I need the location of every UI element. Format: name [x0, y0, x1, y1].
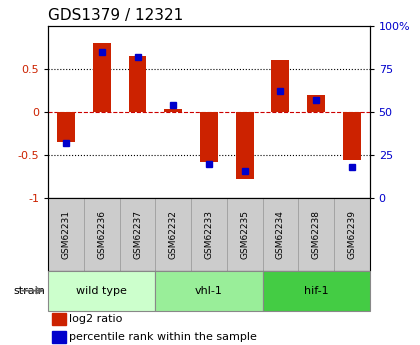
- Text: GSM62233: GSM62233: [205, 210, 213, 259]
- Bar: [334, 198, 370, 271]
- Text: GSM62239: GSM62239: [347, 210, 356, 259]
- Text: strain: strain: [13, 286, 45, 296]
- Text: vhl-1: vhl-1: [195, 286, 223, 296]
- Bar: [120, 198, 155, 271]
- Text: GSM62235: GSM62235: [240, 210, 249, 259]
- Bar: [57, 112, 75, 142]
- Bar: [298, 198, 334, 271]
- Text: log2 ratio: log2 ratio: [69, 314, 123, 324]
- Bar: [93, 43, 111, 112]
- Text: GSM62234: GSM62234: [276, 210, 285, 259]
- Text: GSM62237: GSM62237: [133, 210, 142, 259]
- Bar: [227, 198, 262, 271]
- Text: GSM62232: GSM62232: [169, 210, 178, 259]
- Text: GSM62238: GSM62238: [312, 210, 320, 259]
- Text: wild type: wild type: [76, 286, 127, 296]
- Bar: [262, 198, 298, 271]
- Bar: [191, 198, 227, 271]
- Bar: [164, 109, 182, 112]
- Text: GSM62236: GSM62236: [97, 210, 106, 259]
- Bar: [84, 198, 120, 271]
- Bar: [155, 198, 191, 271]
- Bar: [200, 112, 218, 162]
- Bar: [48, 198, 84, 271]
- Bar: [48, 271, 155, 310]
- Text: GDS1379 / 12321: GDS1379 / 12321: [48, 8, 184, 23]
- Text: percentile rank within the sample: percentile rank within the sample: [69, 333, 257, 342]
- Bar: [129, 56, 147, 112]
- Bar: [271, 60, 289, 112]
- Bar: [155, 271, 262, 310]
- Bar: [262, 271, 370, 310]
- Bar: [343, 112, 361, 160]
- Bar: [52, 331, 66, 343]
- Bar: [52, 313, 66, 325]
- Text: hif-1: hif-1: [304, 286, 328, 296]
- Bar: [236, 112, 254, 179]
- Bar: [307, 95, 325, 112]
- Text: GSM62231: GSM62231: [62, 210, 71, 259]
